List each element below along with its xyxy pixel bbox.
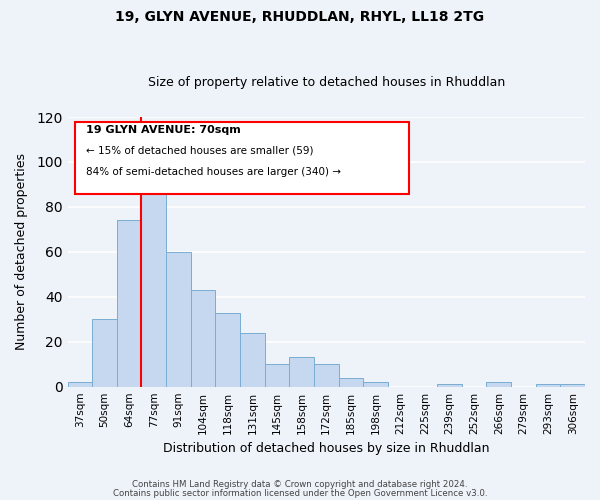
Bar	[117, 220, 142, 386]
Bar	[166, 252, 191, 386]
Text: 19, GLYN AVENUE, RHUDDLAN, RHYL, LL18 2TG: 19, GLYN AVENUE, RHUDDLAN, RHYL, LL18 2T…	[115, 10, 485, 24]
Bar	[265, 364, 289, 386]
Bar	[68, 382, 92, 386]
Bar	[338, 378, 363, 386]
Bar	[437, 384, 462, 386]
Bar	[215, 312, 240, 386]
Text: Contains public sector information licensed under the Open Government Licence v3: Contains public sector information licen…	[113, 489, 487, 498]
Bar	[363, 382, 388, 386]
Bar	[240, 333, 265, 386]
Text: Contains HM Land Registry data © Crown copyright and database right 2024.: Contains HM Land Registry data © Crown c…	[132, 480, 468, 489]
Text: 19 GLYN AVENUE: 70sqm: 19 GLYN AVENUE: 70sqm	[86, 125, 241, 135]
Bar	[487, 382, 511, 386]
Bar	[560, 384, 585, 386]
Bar	[536, 384, 560, 386]
Y-axis label: Number of detached properties: Number of detached properties	[15, 154, 28, 350]
Text: ← 15% of detached houses are smaller (59): ← 15% of detached houses are smaller (59…	[86, 146, 313, 156]
X-axis label: Distribution of detached houses by size in Rhuddlan: Distribution of detached houses by size …	[163, 442, 490, 455]
FancyBboxPatch shape	[76, 122, 409, 194]
Text: 84% of semi-detached houses are larger (340) →: 84% of semi-detached houses are larger (…	[86, 167, 341, 177]
Title: Size of property relative to detached houses in Rhuddlan: Size of property relative to detached ho…	[148, 76, 505, 90]
Bar	[191, 290, 215, 386]
Bar	[314, 364, 338, 386]
Bar	[289, 358, 314, 386]
Bar	[92, 320, 117, 386]
Bar	[142, 173, 166, 386]
